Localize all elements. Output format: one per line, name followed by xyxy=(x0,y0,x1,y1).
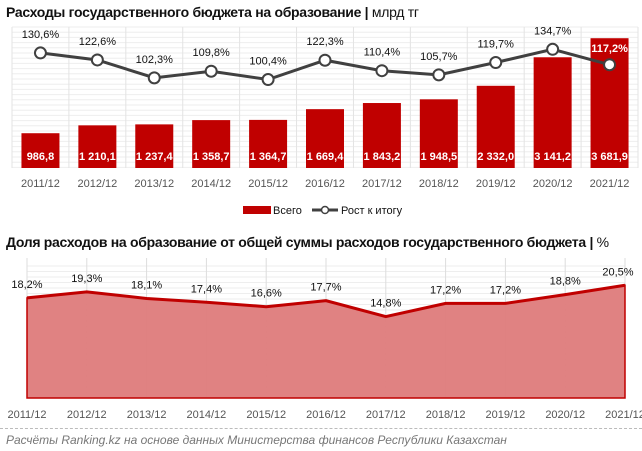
legend-bar-label: Всего xyxy=(273,205,302,217)
x-tick-label: 2014/12 xyxy=(191,178,231,190)
growth-point xyxy=(432,68,446,82)
bar-2014/12 xyxy=(192,120,231,168)
x-tick-label: 2018/12 xyxy=(419,178,459,190)
growth-point xyxy=(33,46,47,60)
bar-value-label: 1 669,4 xyxy=(307,151,345,163)
bar-value-label: 2 332,0 xyxy=(477,151,514,163)
bar-2017/12 xyxy=(362,103,401,168)
chart1-unit: млрд тг xyxy=(371,4,419,20)
growth-value-label: 105,7% xyxy=(420,51,458,63)
share-value-label: 17,4% xyxy=(191,283,222,295)
source-divider xyxy=(0,428,642,429)
share-value-label: 17,2% xyxy=(430,284,461,296)
x-tick-label: 2013/12 xyxy=(134,178,174,190)
x-tick-label: 2016/12 xyxy=(305,178,345,190)
bar-2020/12 xyxy=(533,57,572,168)
growth-value-label: 102,3% xyxy=(136,54,174,66)
growth-value-label: 117,2% xyxy=(591,43,628,55)
x-tick-label: 2019/12 xyxy=(486,409,526,421)
growth-point xyxy=(546,42,560,56)
growth-point xyxy=(204,64,218,78)
growth-value-label: 130,6% xyxy=(22,29,60,41)
bar-2011/12 xyxy=(21,133,60,168)
legend-bar-swatch xyxy=(243,206,271,214)
x-tick-label: 2021/12 xyxy=(590,178,630,190)
x-tick-label: 2020/12 xyxy=(533,178,573,190)
bar-value-label: 1 364,7 xyxy=(250,151,287,163)
x-tick-label: 2011/12 xyxy=(21,178,60,190)
chart2-title: Доля расходов на образование от общей су… xyxy=(6,234,609,250)
growth-point xyxy=(261,73,275,87)
growth-point xyxy=(375,64,389,78)
growth-value-label: 109,8% xyxy=(193,47,231,59)
x-tick-label: 2013/12 xyxy=(127,409,167,421)
bar-2021/12 xyxy=(590,38,629,168)
bar-value-label: 1 358,7 xyxy=(193,151,230,163)
x-tick-label: 2017/12 xyxy=(366,409,406,421)
x-tick-label: 2020/12 xyxy=(545,409,585,421)
x-tick-label: 2021/12 xyxy=(605,409,642,421)
chart2-unit: % xyxy=(596,234,609,250)
share-value-label: 19,3% xyxy=(71,273,102,285)
bar-2015/12 xyxy=(249,119,288,168)
bar-2019/12 xyxy=(476,85,515,168)
x-tick-label: 2017/12 xyxy=(362,178,402,190)
growth-value-label: 122,6% xyxy=(79,36,117,48)
x-tick-label: 2019/12 xyxy=(476,178,516,190)
x-tick-label: 2015/12 xyxy=(246,409,286,421)
share-value-label: 17,7% xyxy=(310,282,341,294)
growth-value-label: 119,7% xyxy=(477,39,514,51)
source-note: Расчёты Ranking.kz на основе данных Мини… xyxy=(6,433,507,447)
x-tick-label: 2018/12 xyxy=(426,409,466,421)
share-line xyxy=(26,283,626,319)
bar-2016/12 xyxy=(306,109,344,168)
share-value-label: 17,2% xyxy=(490,284,521,296)
growth-value-label: 122,3% xyxy=(306,36,344,48)
bar-value-label: 986,8 xyxy=(27,151,55,163)
growth-point xyxy=(489,56,503,70)
bar-2018/12 xyxy=(419,99,458,168)
share-value-label: 18,8% xyxy=(550,276,581,288)
chart1-title-text: Расходы государственного бюджета на обра… xyxy=(6,4,362,20)
bar-value-label: 1 948,5 xyxy=(420,151,457,163)
bar-value-label: 1 210,1 xyxy=(79,151,116,163)
x-tick-label: 2012/12 xyxy=(67,409,107,421)
share-value-label: 18,2% xyxy=(11,279,42,291)
share-value-label: 20,5% xyxy=(602,266,633,278)
legend-line-marker xyxy=(320,205,330,215)
growth-point xyxy=(90,53,104,67)
chart1-title: Расходы государственного бюджета на обра… xyxy=(6,4,419,20)
share-value-label: 14,8% xyxy=(370,298,401,310)
x-tick-label: 2014/12 xyxy=(187,409,227,421)
bar-value-label: 1 237,4 xyxy=(136,151,174,163)
x-tick-label: 2015/12 xyxy=(248,178,288,190)
x-tick-label: 2012/12 xyxy=(77,178,117,190)
x-tick-label: 2016/12 xyxy=(306,409,346,421)
bar-2012/12 xyxy=(78,125,117,168)
bar-value-label: 3 681,9 xyxy=(591,151,628,163)
legend-line-label: Рост к итогу xyxy=(341,205,403,217)
chart2-title-text: Доля расходов на образование от общей су… xyxy=(6,234,586,250)
growth-point xyxy=(147,71,161,85)
growth-value-label: 100,4% xyxy=(249,56,287,68)
bar-value-label: 3 141,2 xyxy=(534,151,571,163)
bar-value-label: 1 843,2 xyxy=(364,151,401,163)
growth-point xyxy=(603,58,617,72)
growth-value-label: 110,4% xyxy=(364,47,401,59)
x-tick-label: 2011/12 xyxy=(8,409,47,421)
bar-2013/12 xyxy=(135,124,174,168)
growth-point xyxy=(318,53,332,67)
share-value-label: 18,1% xyxy=(131,279,162,291)
growth-value-label: 134,7% xyxy=(534,25,572,37)
share-value-label: 16,6% xyxy=(251,288,282,300)
